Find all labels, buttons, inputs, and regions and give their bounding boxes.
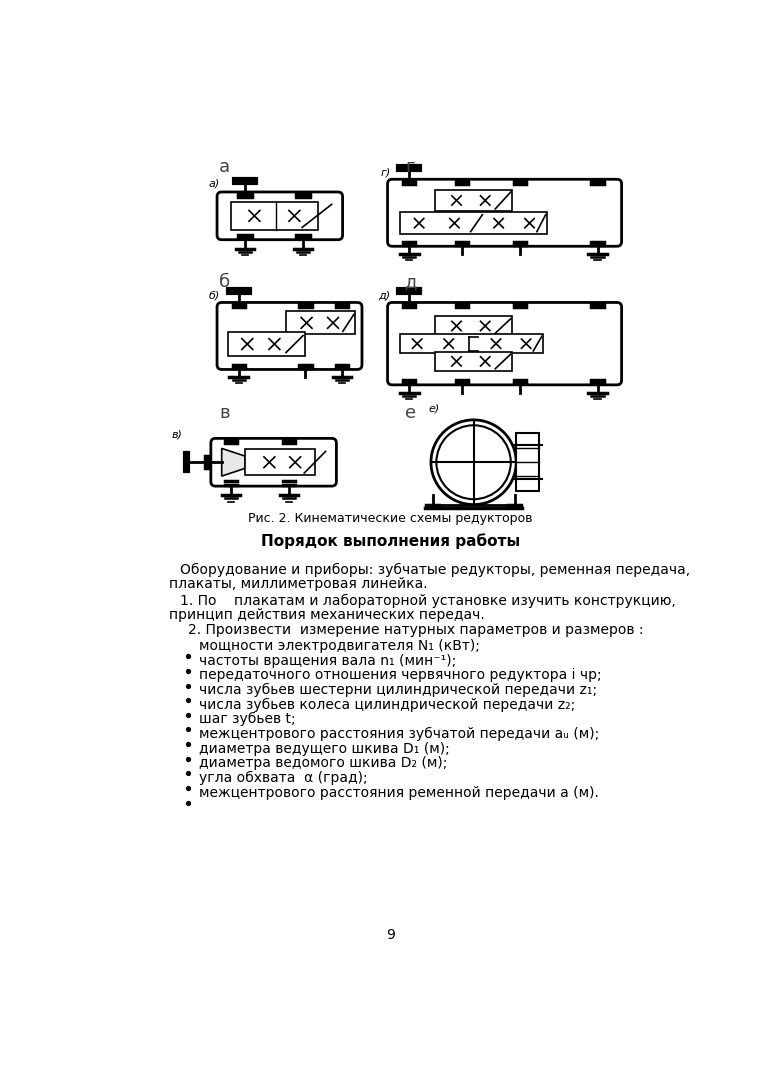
Text: диаметра ведомого шкива D₂ (м);: диаметра ведомого шкива D₂ (м);	[199, 756, 448, 770]
Text: а): а)	[209, 179, 221, 189]
Text: в: в	[220, 404, 230, 422]
Bar	[285, 311, 356, 335]
Text: плакаты, миллиметровая линейка.: плакаты, миллиметровая линейка.	[169, 577, 427, 591]
FancyBboxPatch shape	[388, 302, 622, 384]
Bar	[400, 334, 543, 353]
Text: а: а	[220, 158, 230, 176]
Text: г: г	[405, 158, 415, 176]
Bar	[435, 352, 512, 372]
FancyBboxPatch shape	[217, 302, 362, 369]
Bar	[245, 449, 314, 475]
Text: числа зубьев колеса цилиндрической передачи z₂;: числа зубьев колеса цилиндрической перед…	[199, 698, 575, 712]
Bar	[228, 333, 305, 355]
Bar	[231, 202, 318, 230]
Text: в): в)	[172, 429, 183, 440]
Text: д): д)	[378, 291, 391, 301]
FancyBboxPatch shape	[217, 192, 343, 240]
Text: мощности электродвигателя N₁ (кВт);: мощности электродвигателя N₁ (кВт);	[199, 639, 480, 653]
Text: 2. Произвести  измерение натурных параметров и размеров :: 2. Произвести измерение натурных парамет…	[188, 623, 644, 637]
Text: г): г)	[381, 167, 391, 178]
Text: 1. По    плакатам и лабораторной установке изучить конструкцию,: 1. По плакатам и лабораторной установке …	[180, 594, 675, 608]
Text: числа зубьев шестерни цилиндрической передачи z₁;: числа зубьев шестерни цилиндрической пер…	[199, 683, 597, 697]
Bar	[400, 213, 547, 234]
Text: Рис. 2. Кинематические схемы редукторов: Рис. 2. Кинематические схемы редукторов	[249, 512, 533, 525]
Text: частоты вращения вала n₁ (мин⁻¹);: частоты вращения вала n₁ (мин⁻¹);	[199, 653, 456, 667]
Bar	[435, 316, 512, 336]
Bar	[435, 190, 512, 212]
Bar	[517, 433, 539, 491]
Text: принцип действия механических передач.: принцип действия механических передач.	[169, 608, 485, 622]
Text: диаметра ведущего шкива D₁ (м);: диаметра ведущего шкива D₁ (м);	[199, 742, 450, 756]
FancyBboxPatch shape	[211, 438, 336, 486]
Text: Порядок выполнения работы: Порядок выполнения работы	[261, 534, 520, 550]
Text: Оборудование и приборы: зубчатые редукторы, ременная передача,: Оборудование и приборы: зубчатые редукто…	[180, 563, 690, 577]
Text: передаточного отношения червячного редуктора i чр;: передаточного отношения червячного редук…	[199, 669, 602, 683]
Polygon shape	[222, 448, 245, 476]
Text: межцентрового расстояния ременной передачи a (м).: межцентрового расстояния ременной переда…	[199, 785, 599, 799]
Text: д: д	[405, 273, 418, 292]
Text: б): б)	[209, 291, 221, 301]
FancyBboxPatch shape	[388, 179, 622, 246]
Text: шаг зубьев t;: шаг зубьев t;	[199, 712, 296, 727]
Text: угла обхвата  α (град);: угла обхвата α (град);	[199, 771, 368, 785]
Text: е: е	[405, 404, 417, 422]
Text: б: б	[220, 273, 230, 292]
Text: е): е)	[429, 404, 440, 414]
Text: межцентрового расстояния зубчатой передачи aᵤ (м);: межцентрового расстояния зубчатой переда…	[199, 727, 600, 741]
Text: 9: 9	[386, 928, 395, 942]
